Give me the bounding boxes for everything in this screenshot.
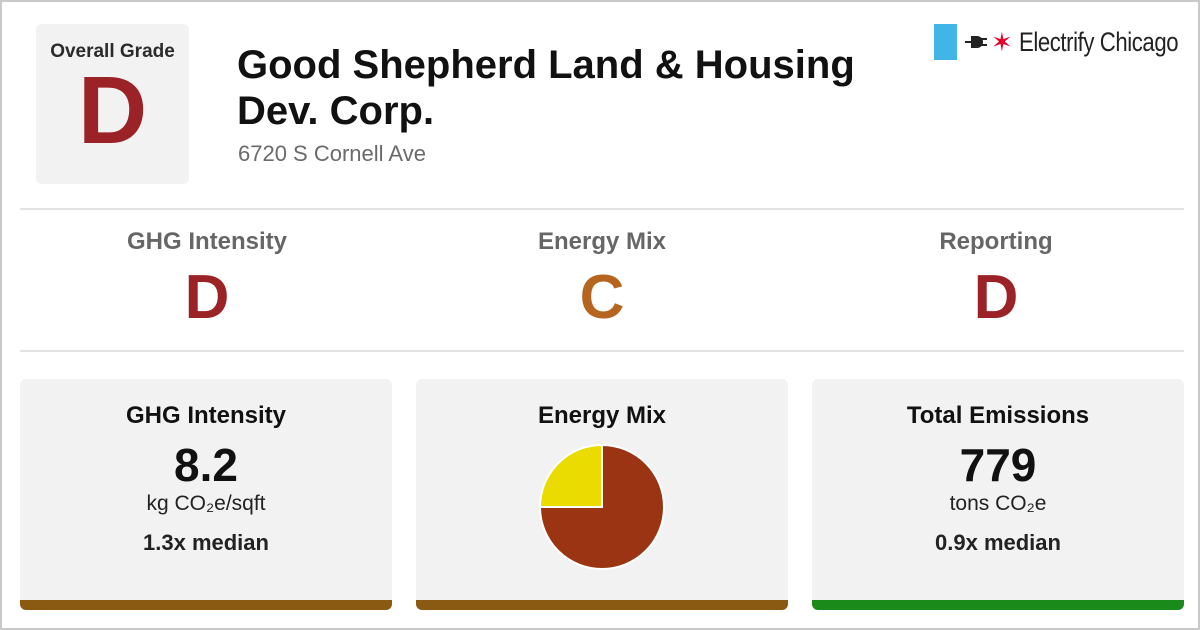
logo-text: Electrify Chicago [1018,26,1179,57]
divider [20,350,1184,352]
overall-grade-label: Overall Grade [50,41,175,62]
plug-icon [965,36,987,48]
total-emissions-unit: tons CO₂e [949,492,1047,515]
ghg-intensity-value: 8.2 [174,439,238,491]
total-emissions-card: Total Emissions 779 tons CO₂e 0.9x media… [812,379,1184,610]
sub-grade-label: GHG Intensity [126,228,288,255]
ghg-intensity-card: GHG Intensity 8.2 kg CO₂e/sqft 1.3x medi… [20,379,392,610]
divider [20,208,1184,210]
sub-grade-label: Energy Mix [537,228,667,255]
card-title: GHG Intensity [125,402,287,429]
energy-mix-card: Energy Mix [416,379,788,610]
sub-grade-letter: D [184,263,230,332]
building-address: 6720 S Cornell Ave [238,141,426,166]
chicago-star-icon: ✶ [991,27,1013,57]
sub-grade-energy-mix: Energy Mix C [412,228,792,331]
overall-grade-letter: D [77,57,148,164]
energy-mix-pie-chart [538,443,665,570]
sub-grade-ghg: GHG Intensity D [17,228,397,331]
card-accent-bar [20,600,392,610]
sub-grade-reporting: Reporting D [806,228,1186,331]
pie-slice-1 [538,443,603,508]
card-accent-bar [812,600,1184,610]
card-accent-bar [416,600,788,610]
sub-grade-letter: C [579,263,625,332]
ghg-intensity-median: 1.3x median [143,530,269,555]
card-title: Total Emissions [906,402,1090,429]
overall-grade-box: Overall Grade D [36,24,189,184]
total-emissions-median: 0.9x median [935,530,1061,555]
chicago-flag-bar-icon [934,24,957,60]
electrify-chicago-logo[interactable]: ✶ Electrify Chicago [934,24,1200,60]
building-name: Good Shepherd Land & Housing Dev. Corp. [237,43,855,133]
total-emissions-value: 779 [959,439,1037,491]
sub-grade-letter: D [973,263,1019,332]
card-title: Energy Mix [537,402,667,429]
sub-grade-label: Reporting [939,228,1053,255]
ghg-intensity-unit: kg CO₂e/sqft [146,492,266,515]
